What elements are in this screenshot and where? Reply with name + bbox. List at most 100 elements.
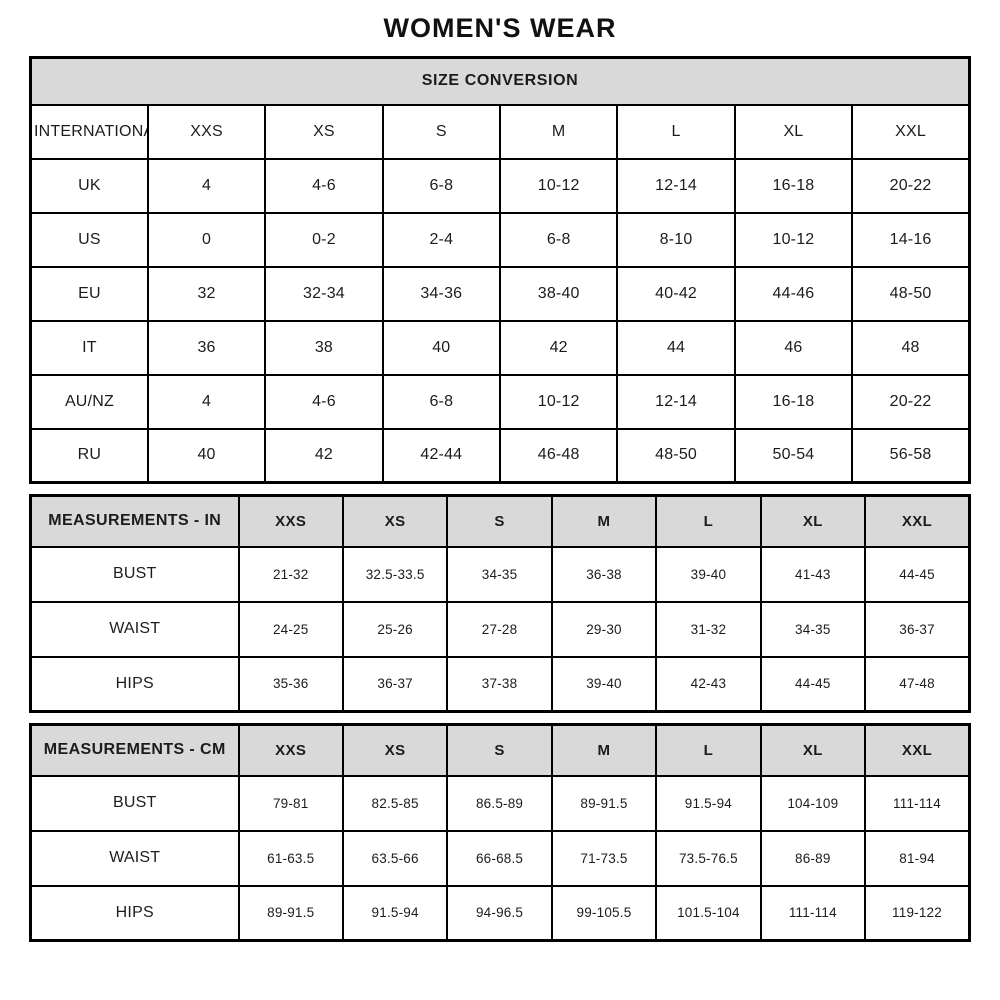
value-cell: 86.5-89 (446, 774, 553, 832)
table-row: UK 4 4-6 6-8 10-12 12-14 16-18 20-22 (29, 157, 971, 214)
value-cell: 89-91.5 (237, 884, 344, 942)
value-cell: 42 (264, 427, 384, 484)
value-cell: 56-58 (851, 427, 971, 484)
value-cell: 82.5-85 (341, 774, 449, 832)
value-cell: 10-12 (733, 211, 854, 268)
value-cell: 20-22 (851, 157, 971, 214)
size-column-header-cell: XXS (237, 494, 344, 548)
measurements-cm-table: MEASUREMENTS - CM XXS XS S M L XL XXL BUST 79-81… (29, 723, 971, 942)
value-cell: 71-73.5 (550, 829, 658, 887)
value-cell: 101.5-104 (655, 884, 762, 942)
value-cell: 46-48 (498, 427, 619, 484)
size-column-header-cell: XL (759, 494, 867, 548)
row-label-cell: BUST (29, 545, 240, 603)
value-cell: 20-22 (851, 373, 971, 430)
row-label-cell: AU/NZ (29, 373, 149, 430)
size-column-header-cell: M (550, 494, 658, 548)
value-cell: 86-89 (759, 829, 867, 887)
value-cell: 8-10 (616, 211, 736, 268)
table-row: IT 36 38 40 42 44 46 48 (29, 319, 971, 376)
row-label-cell: HIPS (29, 655, 240, 713)
measurements-in-body: BUST 21-32 32.5-33.5 34-35 36-38 39-40 41-43 44… (29, 545, 971, 713)
size-column-header-cell: S (446, 723, 553, 777)
value-cell: 6-8 (381, 157, 502, 214)
value-cell: 61-63.5 (237, 829, 344, 887)
value-cell: 40 (146, 427, 267, 484)
row-label-cell: WAIST (29, 600, 240, 658)
value-cell: 42-43 (655, 655, 762, 713)
table-row: WAIST 61-63.5 63.5-66 66-68.5 71-73.5 73.5-76… (29, 829, 971, 887)
header-row: SIZE CONVERSION (29, 56, 971, 106)
value-cell: 111-114 (759, 884, 867, 942)
table-row: BUST 21-32 32.5-33.5 34-35 36-38 39-40 41-43 44… (29, 545, 971, 603)
value-cell: 6-8 (381, 373, 502, 430)
value-cell: 0-2 (264, 211, 384, 268)
value-cell: 40-42 (616, 265, 736, 322)
page-title: WOMEN'S WEAR (383, 13, 617, 43)
value-cell: 44 (616, 319, 736, 376)
row-label-cell: INTERNATIONAL (29, 103, 149, 160)
row-label-cell: EU (29, 265, 149, 322)
table-row: EU 32 32-34 34-36 38-40 40-42 44-46 48-50 (29, 265, 971, 322)
value-cell: 36-37 (864, 600, 971, 658)
value-cell: 46 (733, 319, 854, 376)
value-cell: 16-18 (733, 157, 854, 214)
size-column-header-cell: XS (341, 494, 449, 548)
header-row: MEASUREMENTS - CM XXS XS S M L XL XXL (29, 723, 971, 777)
value-cell: 73.5-76.5 (655, 829, 762, 887)
value-cell: 24-25 (237, 600, 344, 658)
value-cell: S (381, 103, 502, 160)
value-cell: 4 (146, 373, 267, 430)
size-column-header-cell: XS (341, 723, 449, 777)
value-cell: 29-30 (550, 600, 658, 658)
value-cell: 12-14 (616, 373, 736, 430)
value-cell: L (616, 103, 736, 160)
value-cell: 81-94 (864, 829, 971, 887)
value-cell: 34-36 (381, 265, 502, 322)
measurements-cm-header-row: MEASUREMENTS - CM XXS XS S M L XL XXL (29, 723, 971, 777)
table-row: BUST 79-81 82.5-85 86.5-89 89-91.5 91.5-94 104… (29, 774, 971, 832)
size-column-header-cell: S (446, 494, 553, 548)
table-row: HIPS 35-36 36-37 37-38 39-40 42-43 44-45 47-48 (29, 655, 971, 713)
size-column-header-cell: XL (759, 723, 867, 777)
value-cell: 4 (146, 157, 267, 214)
measurements-in-header-row: MEASUREMENTS - IN XXS XS S M L XL XXL (29, 494, 971, 548)
size-column-header-cell: XXS (237, 723, 344, 777)
value-cell: XL (733, 103, 854, 160)
value-cell: 91.5-94 (655, 774, 762, 832)
table-row: WAIST 24-25 25-26 27-28 29-30 31-32 34-35 36-37 (29, 600, 971, 658)
value-cell: 27-28 (446, 600, 553, 658)
value-cell: 4-6 (264, 373, 384, 430)
value-cell: 39-40 (655, 545, 762, 603)
table-row: AU/NZ 4 4-6 6-8 10-12 12-14 16-18 20-22 (29, 373, 971, 430)
value-cell: 89-91.5 (550, 774, 658, 832)
value-cell: 36-37 (341, 655, 449, 713)
value-cell: 48-50 (851, 265, 971, 322)
value-cell: 50-54 (733, 427, 854, 484)
value-cell: 34-35 (759, 600, 867, 658)
size-conversion-body: INTERNATIONALXXSXSSMLXLXXLUK44-66-810-12… (29, 103, 971, 484)
value-cell: 44-45 (759, 655, 867, 713)
value-cell: XS (264, 103, 384, 160)
row-label-cell: WAIST (29, 829, 240, 887)
size-column-header-cell: M (550, 723, 658, 777)
value-cell: 79-81 (237, 774, 344, 832)
value-cell: 42-44 (381, 427, 502, 484)
value-cell: 10-12 (498, 157, 619, 214)
value-cell: M (498, 103, 619, 160)
value-cell: 2-4 (381, 211, 502, 268)
value-cell: XXL (851, 103, 971, 160)
value-cell: 34-35 (446, 545, 553, 603)
row-label-cell: BUST (29, 774, 240, 832)
value-cell: 31-32 (655, 600, 762, 658)
size-conversion-header-row: SIZE CONVERSION (29, 56, 971, 106)
value-cell: XXS (146, 103, 267, 160)
value-cell: 99-105.5 (550, 884, 658, 942)
value-cell: 66-68.5 (446, 829, 553, 887)
value-cell: 32 (146, 265, 267, 322)
value-cell: 10-12 (498, 373, 619, 430)
measurements-header-cell: MEASUREMENTS - IN (29, 494, 240, 548)
value-cell: 35-36 (237, 655, 344, 713)
value-cell: 32-34 (264, 265, 384, 322)
row-label-cell: US (29, 211, 149, 268)
